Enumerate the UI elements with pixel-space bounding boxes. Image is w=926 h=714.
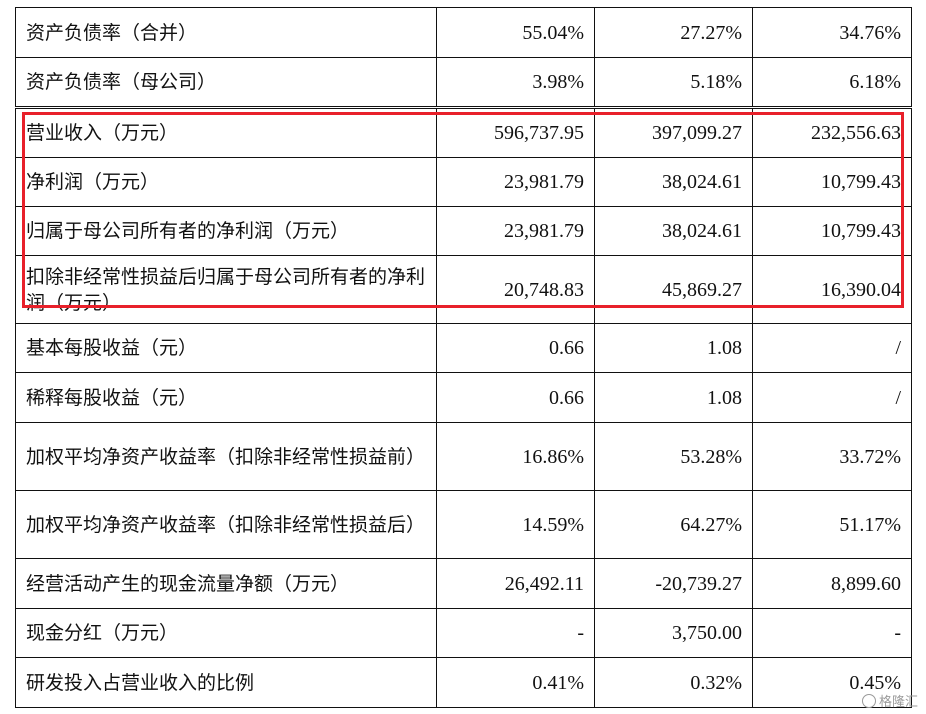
row-label: 资产负债率（母公司） [15,57,437,108]
value-cell: 1.08 [594,372,753,423]
value-cell: / [752,323,912,373]
value-cell: 27.27% [594,7,753,58]
value-cell: 10,799.43 [752,157,912,207]
value-cell: 64.27% [594,490,753,559]
row-label: 基本每股收益（元） [15,323,437,373]
value-cell: 23,981.79 [436,206,595,256]
row-label: 现金分红（万元） [15,608,437,658]
row-label: 归属于母公司所有者的净利润（万元） [15,206,437,256]
value-cell: 1.08 [594,323,753,373]
value-cell: 3,750.00 [594,608,753,658]
value-cell: - [436,608,595,658]
table-row: 研发投入占营业收入的比例 0.41% 0.32% 0.45% [15,657,912,708]
watermark: 格隆汇 [861,691,918,710]
financial-indicators-table: 资产负债率（合并） 55.04% 27.27% 34.76% 资产负债率（母公司… [15,7,912,708]
value-cell: 8,899.60 [752,558,912,609]
value-cell: / [752,372,912,423]
value-cell: 0.45% [752,657,912,708]
table-row: 稀释每股收益（元） 0.66 1.08 / [15,372,912,423]
value-cell: 20,748.83 [436,255,595,324]
value-cell: 232,556.63 [752,106,912,158]
table-row: 扣除非经常性损益后归属于母公司所有者的净利润（万元） 20,748.83 45,… [15,255,912,324]
value-cell: 53.28% [594,422,753,491]
row-label: 加权平均净资产收益率（扣除非经常性损益前） [15,422,437,491]
table-row: 归属于母公司所有者的净利润（万元） 23,981.79 38,024.61 10… [15,206,912,256]
value-cell: 14.59% [436,490,595,559]
table-row: 现金分红（万元） - 3,750.00 - [15,608,912,658]
row-label: 扣除非经常性损益后归属于母公司所有者的净利润（万元） [15,255,437,324]
value-cell: 34.76% [752,7,912,58]
value-cell: -20,739.27 [594,558,753,609]
row-label: 经营活动产生的现金流量净额（万元） [15,558,437,609]
value-cell: 6.18% [752,57,912,108]
table-row: 资产负债率（母公司） 3.98% 5.18% 6.18% [15,57,912,108]
value-cell: 51.17% [752,490,912,559]
gelonghui-logo-icon [861,694,876,708]
value-cell: 33.72% [752,422,912,491]
value-cell: 16,390.04 [752,255,912,324]
table-row: 资产负债率（合并） 55.04% 27.27% 34.76% [15,7,912,58]
row-label: 净利润（万元） [15,157,437,207]
row-label: 稀释每股收益（元） [15,372,437,423]
value-cell: 3.98% [436,57,595,108]
value-cell: - [752,608,912,658]
row-label: 研发投入占营业收入的比例 [15,657,437,708]
value-cell: 397,099.27 [594,106,753,158]
value-cell: 0.66 [436,372,595,423]
table-row: 加权平均净资产收益率（扣除非经常性损益后） 14.59% 64.27% 51.1… [15,490,912,559]
value-cell: 38,024.61 [594,206,753,256]
table-row: 营业收入（万元） 596,737.95 397,099.27 232,556.6… [15,106,912,158]
value-cell: 26,492.11 [436,558,595,609]
value-cell: 23,981.79 [436,157,595,207]
value-cell: 0.32% [594,657,753,708]
value-cell: 45,869.27 [594,255,753,324]
row-label: 资产负债率（合并） [15,7,437,58]
table-row: 经营活动产生的现金流量净额（万元） 26,492.11 -20,739.27 8… [15,558,912,609]
value-cell: 55.04% [436,7,595,58]
value-cell: 596,737.95 [436,106,595,158]
row-label: 加权平均净资产收益率（扣除非经常性损益后） [15,490,437,559]
watermark-text: 格隆汇 [878,695,918,710]
table-row: 净利润（万元） 23,981.79 38,024.61 10,799.43 [15,157,912,207]
value-cell: 10,799.43 [752,206,912,256]
table-row: 基本每股收益（元） 0.66 1.08 / [15,323,912,373]
value-cell: 0.41% [436,657,595,708]
value-cell: 16.86% [436,422,595,491]
table-row: 加权平均净资产收益率（扣除非经常性损益前） 16.86% 53.28% 33.7… [15,422,912,491]
row-label: 营业收入（万元） [15,106,437,158]
value-cell: 38,024.61 [594,157,753,207]
value-cell: 5.18% [594,57,753,108]
value-cell: 0.66 [436,323,595,373]
